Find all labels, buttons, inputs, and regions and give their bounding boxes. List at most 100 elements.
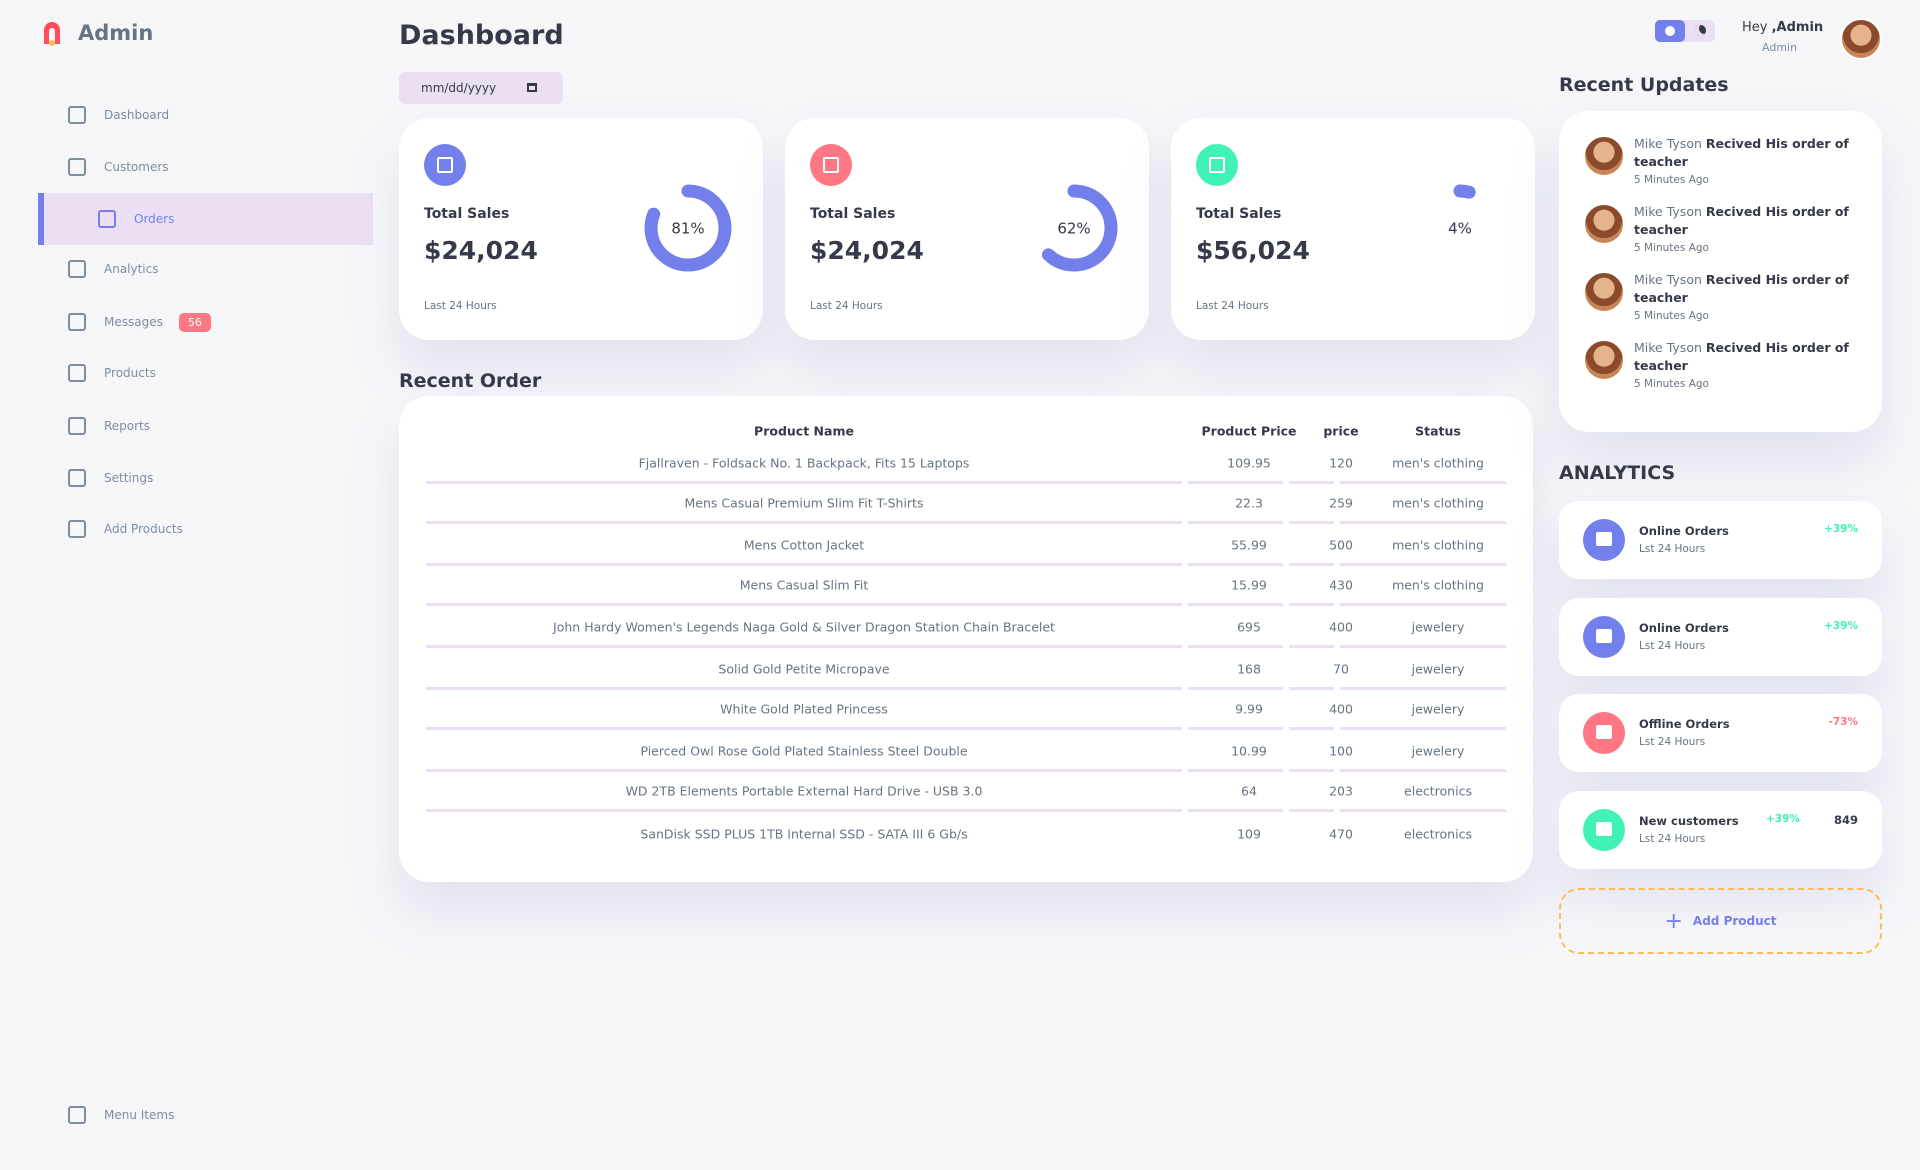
update-item: Mike Tyson Recived His order of teacher 5… xyxy=(1634,339,1864,393)
moon-icon[interactable] xyxy=(1695,25,1706,36)
update-name: Mike Tyson xyxy=(1634,340,1702,355)
update-time: 5 Minutes Ago xyxy=(1634,242,1709,254)
table-cell: men's clothing xyxy=(1392,455,1484,471)
icon-glyph xyxy=(1596,822,1612,836)
table-cell: jewelery xyxy=(1411,701,1465,717)
update-action: Recived His order of teacher xyxy=(1634,136,1849,169)
table-cell: 10.99 xyxy=(1231,743,1267,759)
update-text: Mike Tyson Recived His order of teacher xyxy=(1634,203,1864,239)
menu-item[interactable]: Settings xyxy=(38,452,373,504)
update-item: Mike Tyson Recived His order of teacher 5… xyxy=(1634,271,1864,325)
table-cell: 695 xyxy=(1237,619,1261,635)
row-divider xyxy=(1289,809,1334,812)
menu-item[interactable]: Analytics xyxy=(38,243,373,295)
update-name: Mike Tyson xyxy=(1634,136,1702,151)
row-divider xyxy=(1289,687,1334,690)
update-time: 5 Minutes Ago xyxy=(1634,378,1709,390)
row-divider xyxy=(426,481,1182,484)
menu-item[interactable]: Orders xyxy=(38,193,373,245)
icon xyxy=(68,1106,86,1124)
label: Add Products xyxy=(104,522,183,536)
row-divider xyxy=(1188,563,1283,566)
label: Customers xyxy=(104,160,169,174)
progress-arc xyxy=(644,184,732,272)
analytics-card[interactable]: Online Orders Lst 24 Hours +39% xyxy=(1559,598,1882,676)
icon xyxy=(68,417,86,435)
update-action: Recived His order of teacher xyxy=(1634,204,1849,237)
greeting: Hey ,Admin xyxy=(1742,20,1823,35)
page-title: Dashboard xyxy=(399,20,564,51)
column-header: Product Name xyxy=(754,423,854,439)
light-mode[interactable] xyxy=(1655,20,1685,42)
progress-label: 81% xyxy=(671,220,704,238)
update-text: Mike Tyson Recived His order of teacher xyxy=(1634,271,1864,307)
card-title: Total Sales xyxy=(1196,206,1282,222)
menu-item[interactable]: Products xyxy=(38,347,373,399)
row-divider xyxy=(426,603,1182,606)
table-cell: 400 xyxy=(1329,701,1353,717)
row-divider xyxy=(426,687,1182,690)
card-icon xyxy=(810,144,852,186)
card-title: Total Sales xyxy=(810,206,896,222)
add-product[interactable]: + Add Product xyxy=(1559,888,1882,954)
column-header: Product Price xyxy=(1201,423,1297,439)
icon-glyph xyxy=(1209,157,1225,173)
date-input[interactable]: mm/dd/yyyy xyxy=(399,72,563,104)
user-name: ,Admin xyxy=(1771,20,1824,35)
row-divider xyxy=(1340,809,1506,812)
menu-footer[interactable]: Menu Items xyxy=(38,1089,373,1141)
menu-item[interactable]: Add Products xyxy=(38,503,373,555)
insight-card: Total Sales $24,024 Last 24 Hours 81% xyxy=(399,118,763,340)
column-header: price xyxy=(1323,423,1359,439)
label: Products xyxy=(104,366,156,380)
table-cell: 15.99 xyxy=(1231,577,1267,593)
analytics-card[interactable]: New customers Lst 24 Hours +39% 849 xyxy=(1559,791,1882,869)
theme-toggle[interactable] xyxy=(1655,20,1715,42)
logo-icon xyxy=(44,22,60,46)
row-divider xyxy=(426,645,1182,648)
analytics-card[interactable]: Offline Orders Lst 24 Hours -73% xyxy=(1559,694,1882,772)
analytics-card[interactable]: Online Orders Lst 24 Hours +39% xyxy=(1559,501,1882,579)
row-divider xyxy=(426,809,1182,812)
menu-item[interactable]: Reports xyxy=(38,400,373,452)
label: Settings xyxy=(104,471,154,485)
table-cell: jewelery xyxy=(1411,619,1465,635)
recent-updates-title: Recent Updates xyxy=(1559,74,1729,96)
analytics-title: New customers xyxy=(1639,814,1739,828)
table-cell: 168 xyxy=(1237,661,1261,677)
insight-card: Total Sales $24,024 Last 24 Hours 62% xyxy=(785,118,1149,340)
table-cell: 400 xyxy=(1329,619,1353,635)
row-divider xyxy=(1340,603,1506,606)
table-cell: 470 xyxy=(1329,826,1353,842)
menu-item[interactable]: Dashboard xyxy=(38,89,373,141)
row-divider xyxy=(1289,769,1334,772)
progress-ring: 4% xyxy=(1416,184,1504,272)
card-note: Last 24 Hours xyxy=(810,300,883,312)
greeting-text: Hey xyxy=(1742,20,1768,35)
analytics-title: Offline Orders xyxy=(1639,717,1730,731)
row-divider xyxy=(1188,645,1283,648)
progress-ring: 81% xyxy=(644,184,732,272)
card-icon xyxy=(1196,144,1238,186)
menu-item[interactable]: Messages 56 xyxy=(38,296,373,348)
row-divider xyxy=(1188,481,1283,484)
icon-glyph xyxy=(437,157,453,173)
update-time: 5 Minutes Ago xyxy=(1634,174,1709,186)
progress-arc xyxy=(1416,184,1504,272)
update-text: Mike Tyson Recived His order of teacher xyxy=(1634,135,1864,171)
icon xyxy=(68,469,86,487)
table-cell: Mens Casual Slim Fit xyxy=(739,577,869,593)
table-cell: Mens Cotton Jacket xyxy=(743,537,865,553)
analytics-title: Online Orders xyxy=(1639,524,1729,538)
table-cell: Mens Casual Premium Slim Fit T-Shirts xyxy=(684,495,924,511)
table-cell: 64 xyxy=(1241,783,1257,799)
table-cell: men's clothing xyxy=(1392,577,1484,593)
brand: Admin xyxy=(78,21,154,45)
profile-avatar[interactable] xyxy=(1840,18,1882,60)
row-divider xyxy=(426,521,1182,524)
analytics-icon xyxy=(1583,616,1625,658)
analytics-count: 849 xyxy=(1833,813,1858,827)
row-divider xyxy=(1289,645,1334,648)
icon xyxy=(68,313,86,331)
menu-item[interactable]: Customers xyxy=(38,141,373,193)
